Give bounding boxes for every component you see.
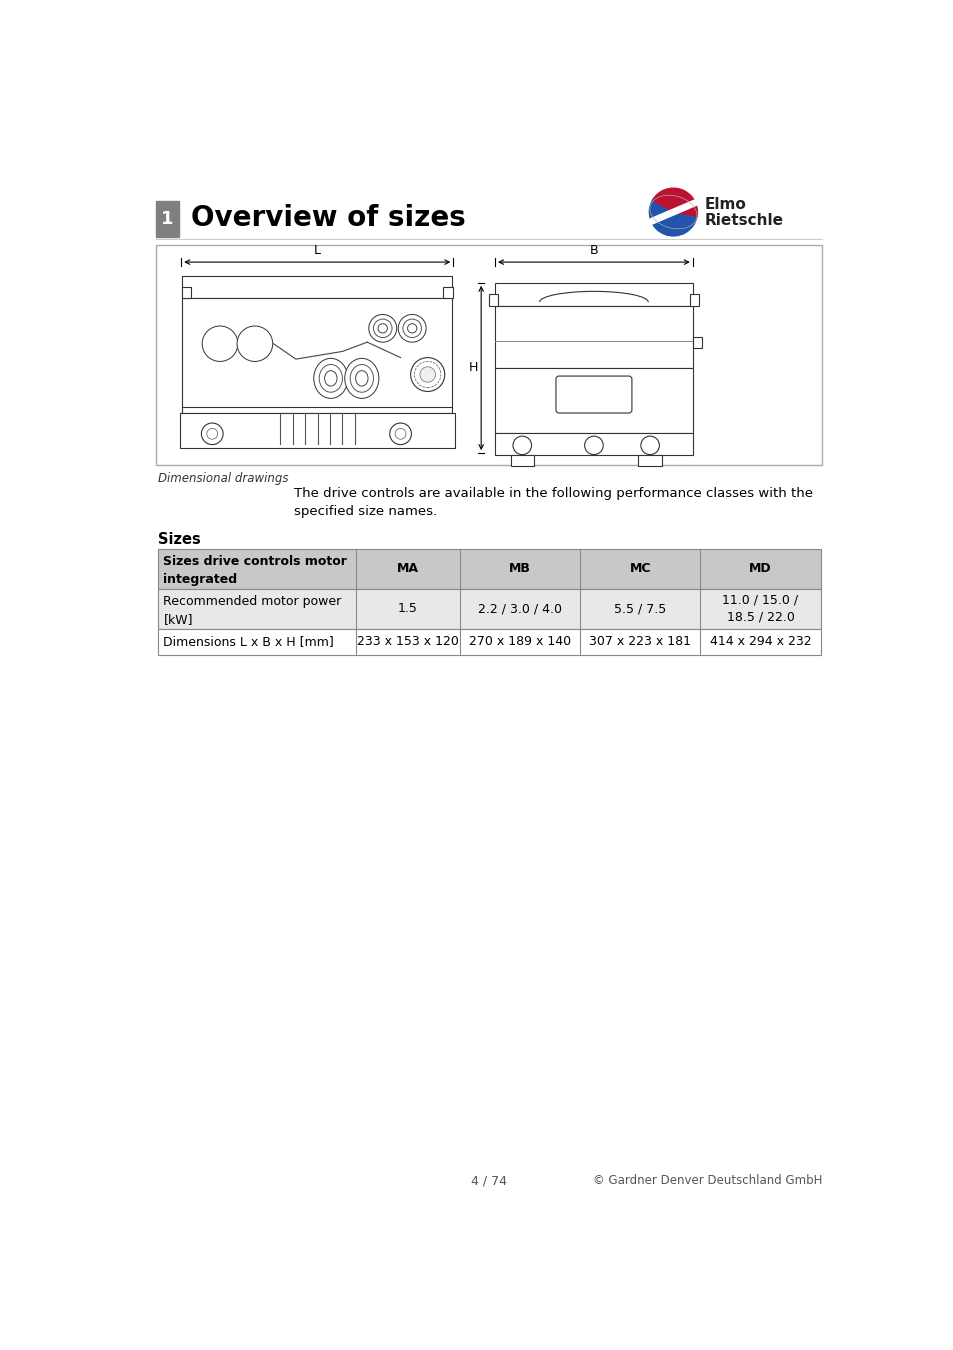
Circle shape <box>410 358 444 391</box>
Bar <box>689 294 699 306</box>
Text: B: B <box>589 244 598 256</box>
Bar <box>495 367 692 433</box>
Bar <box>158 548 820 589</box>
Bar <box>158 589 820 629</box>
Text: Sizes drive controls motor
integrated: Sizes drive controls motor integrated <box>163 555 347 586</box>
Text: 270 x 189 x 140: 270 x 189 x 140 <box>469 636 571 648</box>
Circle shape <box>395 428 406 439</box>
Circle shape <box>236 325 273 362</box>
Bar <box>158 629 820 655</box>
Text: H: H <box>468 362 477 374</box>
Ellipse shape <box>355 371 368 386</box>
Text: Recommended motor power
[kW]: Recommended motor power [kW] <box>163 595 341 626</box>
Text: L: L <box>314 244 320 256</box>
Text: MA: MA <box>396 562 418 575</box>
Text: MC: MC <box>629 562 651 575</box>
Circle shape <box>419 367 435 382</box>
Bar <box>179 413 455 448</box>
Circle shape <box>373 319 392 338</box>
Ellipse shape <box>344 358 378 398</box>
Text: MD: MD <box>748 562 771 575</box>
Circle shape <box>402 319 421 338</box>
Ellipse shape <box>649 196 697 230</box>
Text: 414 x 294 x 232: 414 x 294 x 232 <box>709 636 810 648</box>
Circle shape <box>241 331 268 356</box>
Text: Overview of sizes: Overview of sizes <box>191 204 465 232</box>
Text: Sizes: Sizes <box>158 532 200 547</box>
Text: 233 x 153 x 120: 233 x 153 x 120 <box>356 636 458 648</box>
Text: 5.5 / 7.5: 5.5 / 7.5 <box>614 602 666 616</box>
Bar <box>510 455 534 466</box>
Circle shape <box>369 315 396 342</box>
Text: MB: MB <box>509 562 531 575</box>
Circle shape <box>250 339 259 348</box>
Text: © Gardner Denver Deutschland GmbH: © Gardner Denver Deutschland GmbH <box>592 1174 821 1187</box>
Wedge shape <box>652 188 697 216</box>
Ellipse shape <box>314 358 348 398</box>
Text: Rietschle: Rietschle <box>703 213 782 228</box>
Circle shape <box>207 428 217 439</box>
Bar <box>495 284 692 306</box>
Ellipse shape <box>319 364 342 393</box>
Circle shape <box>390 423 411 444</box>
Bar <box>495 306 692 367</box>
Bar <box>182 286 192 297</box>
Text: 11.0 / 15.0 /
18.5 / 22.0: 11.0 / 15.0 / 18.5 / 22.0 <box>721 594 798 624</box>
Text: 2.2 / 3.0 / 4.0: 2.2 / 3.0 / 4.0 <box>477 602 561 616</box>
Bar <box>155 246 821 464</box>
Bar <box>182 297 452 413</box>
Text: 1.5: 1.5 <box>397 602 417 616</box>
Ellipse shape <box>350 364 373 393</box>
Bar <box>155 201 179 236</box>
Bar <box>638 455 661 466</box>
Circle shape <box>246 335 263 352</box>
Circle shape <box>407 324 416 333</box>
Text: Dimensional drawings: Dimensional drawings <box>158 471 288 485</box>
Circle shape <box>201 423 223 444</box>
Circle shape <box>207 331 233 356</box>
Wedge shape <box>649 200 697 236</box>
Ellipse shape <box>324 371 336 386</box>
Circle shape <box>377 324 387 333</box>
FancyBboxPatch shape <box>556 377 631 413</box>
Text: Elmo: Elmo <box>703 197 745 212</box>
Text: 307 x 223 x 181: 307 x 223 x 181 <box>589 636 691 648</box>
Circle shape <box>212 335 229 352</box>
Bar <box>692 336 701 348</box>
Bar <box>495 433 692 455</box>
Bar <box>443 286 452 297</box>
Circle shape <box>584 436 602 455</box>
Bar <box>182 275 452 297</box>
Circle shape <box>397 315 426 342</box>
Circle shape <box>513 436 531 455</box>
Text: Dimensions L x B x H [mm]: Dimensions L x B x H [mm] <box>163 636 334 648</box>
Text: 1: 1 <box>161 209 173 228</box>
Bar <box>488 294 497 306</box>
Circle shape <box>640 436 659 455</box>
Circle shape <box>215 339 224 348</box>
Text: 4 / 74: 4 / 74 <box>471 1174 506 1187</box>
Circle shape <box>202 325 237 362</box>
Text: The drive controls are available in the following performance classes with the
s: The drive controls are available in the … <box>294 487 812 518</box>
Circle shape <box>415 362 440 387</box>
